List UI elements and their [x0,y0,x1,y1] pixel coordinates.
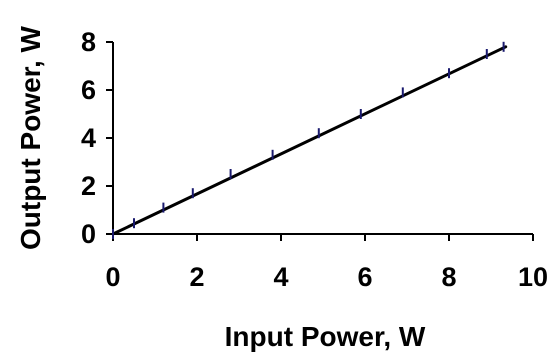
chart-ticks [106,41,534,241]
y-tick-label-2: 2 [81,171,96,201]
x-tick-label-0: 0 [105,262,120,292]
x-tick-label-2: 2 [189,262,204,292]
y-tick-label-0: 0 [81,219,96,249]
x-tick-label-8: 8 [441,262,456,292]
chart-tick-labels: 0 2 4 6 8 0 2 4 6 8 10 [81,27,548,292]
data-markers [112,41,505,239]
x-tick-label-6: 6 [357,262,372,292]
fit-line [111,45,508,236]
x-tick-label-10: 10 [518,262,548,292]
x-axis-title: Input Power, W [225,321,426,352]
y-axis-title: Output Power, W [15,25,46,250]
y-tick-label-6: 6 [81,75,96,105]
fit-line-group [111,45,508,236]
x-tick-label-4: 4 [273,262,288,292]
y-tick-label-4: 4 [81,123,96,153]
y-tick-label-8: 8 [81,27,96,57]
